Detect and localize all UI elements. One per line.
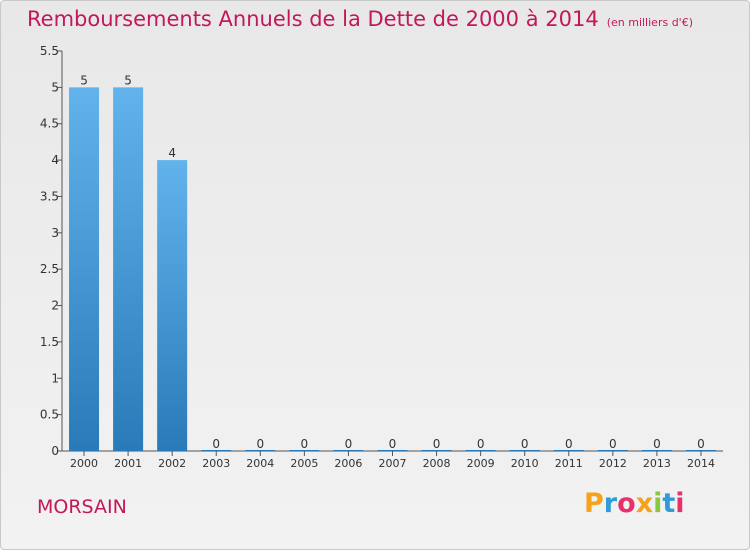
data-label-2010: 0 — [521, 437, 529, 451]
data-label-2004: 0 — [256, 437, 264, 451]
y-tick-label: 5.5 — [40, 44, 59, 58]
logo-letter: x — [635, 488, 654, 519]
bar-2000 — [69, 87, 100, 451]
x-tick-label-2012: 2012 — [599, 457, 627, 470]
data-label-2014: 0 — [697, 437, 705, 451]
bar-2002 — [157, 160, 188, 451]
x-tick-label-2008: 2008 — [423, 457, 451, 470]
proxiti-logo: Proxiti — [584, 488, 685, 519]
bar-2013 — [641, 450, 672, 451]
chart-labels: 5 5 4 0 0 0 0 0 0 0 0 0 0 0 0 — [80, 73, 705, 451]
y-tick-label: 1.5 — [40, 335, 59, 349]
data-label-2013: 0 — [653, 437, 661, 451]
bar-2014 — [685, 450, 716, 451]
bar-2004 — [245, 450, 276, 451]
data-label-2009: 0 — [477, 437, 485, 451]
bar-2009 — [465, 450, 496, 451]
data-label-2000: 5 — [80, 73, 88, 87]
x-tick-label-2003: 2003 — [202, 457, 230, 470]
bar-2005 — [289, 450, 320, 451]
y-tick-label: 1 — [51, 371, 59, 385]
bar-2001 — [113, 87, 144, 451]
x-tick-label-2011: 2011 — [555, 457, 583, 470]
y-tick-label: 2 — [51, 299, 59, 313]
y-tick-label: 2.5 — [40, 262, 59, 276]
data-label-2005: 0 — [301, 437, 309, 451]
y-tick-label: 4 — [51, 153, 59, 167]
x-tick-label-2009: 2009 — [467, 457, 495, 470]
data-label-2012: 0 — [609, 437, 617, 451]
data-label-2006: 0 — [345, 437, 353, 451]
bar-2006 — [333, 450, 364, 451]
x-tick-label-2010: 2010 — [511, 457, 539, 470]
bar-2003 — [201, 450, 232, 451]
bar-2011 — [553, 450, 584, 451]
logo-letter: i — [675, 488, 685, 519]
bar-2008 — [421, 450, 452, 451]
x-tick-label-2007: 2007 — [379, 457, 407, 470]
x-tick-label-2013: 2013 — [643, 457, 671, 470]
y-tick-label: 5 — [51, 80, 59, 94]
x-tick-label-2005: 2005 — [290, 457, 318, 470]
x-tick-label-2006: 2006 — [334, 457, 362, 470]
data-label-2001: 5 — [124, 73, 132, 87]
data-label-2011: 0 — [565, 437, 573, 451]
y-tick-label: 3 — [51, 226, 59, 240]
logo-letter: o — [617, 488, 636, 519]
x-tick-label-2004: 2004 — [246, 457, 274, 470]
logo-letter: P — [584, 488, 604, 519]
data-label-2008: 0 — [433, 437, 441, 451]
logo-letter: i — [653, 488, 663, 519]
logo-letter: t — [662, 488, 676, 519]
data-label-2003: 0 — [212, 437, 220, 451]
chart-bars — [69, 87, 716, 451]
y-tick-label: 3.5 — [40, 189, 59, 203]
bar-2007 — [377, 450, 408, 451]
x-tick-label-2000: 2000 — [70, 457, 98, 470]
data-label-2002: 4 — [168, 146, 176, 160]
y-tick-label: 4.5 — [40, 117, 59, 131]
commune-name: MORSAIN — [37, 496, 127, 518]
chart-title-text: Remboursements Annuels de la Dette de 20… — [27, 7, 599, 31]
bar-2012 — [597, 450, 628, 451]
x-tick-label-2014: 2014 — [687, 457, 715, 470]
data-label-2007: 0 — [389, 437, 397, 451]
chart-unit: (en milliers d'€) — [606, 16, 693, 29]
x-tick-label-2002: 2002 — [158, 457, 186, 470]
chart-title: Remboursements Annuels de la Dette de 20… — [27, 7, 693, 31]
chart-axes: 0 0.5 1 1.5 2 2.5 3 3.5 4 4.5 5 5.5 2000 2001 2002 2003… — [40, 44, 723, 470]
logo-letter: r — [603, 488, 618, 519]
x-tick-label-2001: 2001 — [114, 457, 142, 470]
bar-2010 — [509, 450, 540, 451]
y-tick-label: 0 — [51, 444, 59, 458]
y-tick-label: 0.5 — [40, 408, 59, 422]
